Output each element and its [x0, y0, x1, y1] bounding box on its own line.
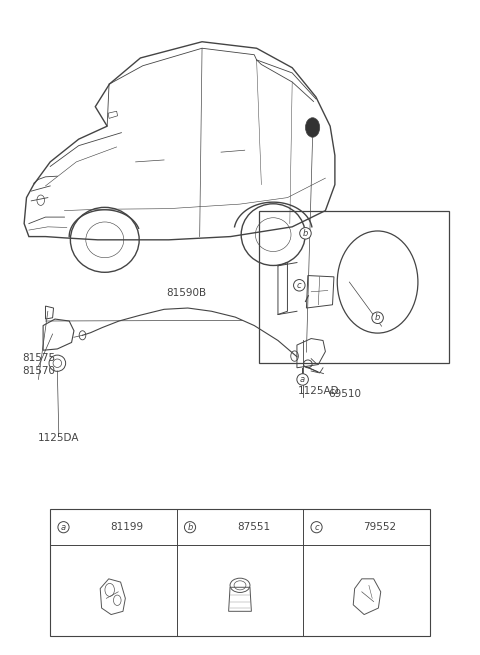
Text: 81575: 81575 [23, 353, 56, 364]
Text: 81570: 81570 [23, 366, 56, 376]
Circle shape [305, 118, 320, 137]
Text: 87551: 87551 [237, 522, 270, 533]
Text: b: b [187, 523, 192, 532]
Text: 1125DA: 1125DA [38, 433, 80, 443]
Text: 79552: 79552 [363, 522, 396, 533]
Text: c: c [297, 281, 301, 290]
Bar [50, 510, 430, 636]
Text: 69510: 69510 [328, 389, 361, 399]
Text: c: c [314, 523, 319, 532]
Text: 81590B: 81590B [167, 288, 206, 298]
Text: a: a [300, 375, 305, 384]
Text: b: b [375, 313, 380, 322]
Text: 81199: 81199 [110, 522, 144, 533]
Text: b: b [303, 229, 308, 238]
Text: a: a [61, 523, 66, 532]
Bar [259, 211, 449, 364]
Text: 1125AD: 1125AD [298, 386, 339, 396]
